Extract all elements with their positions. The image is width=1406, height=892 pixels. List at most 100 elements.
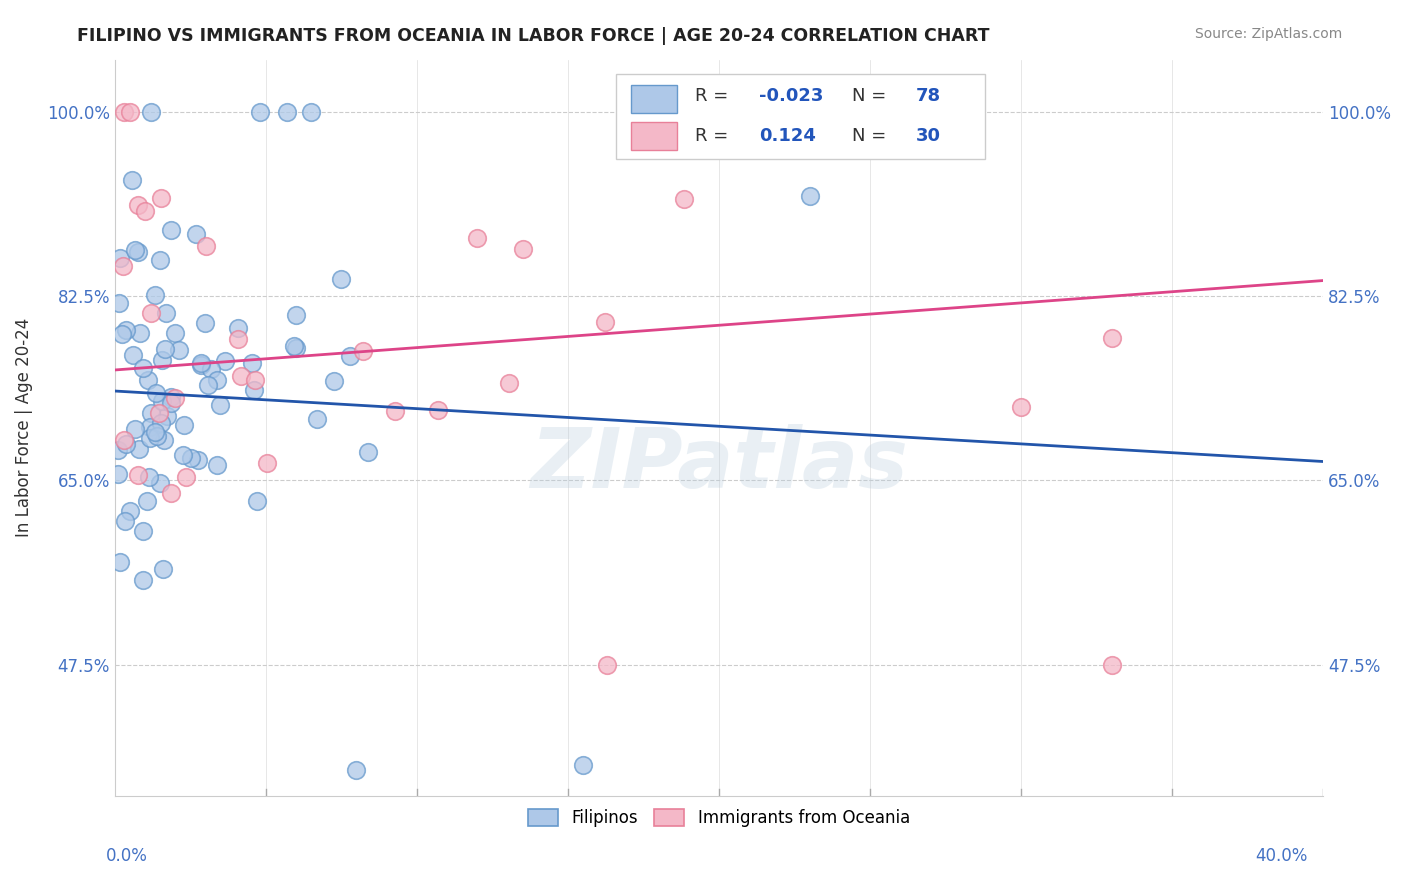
Point <box>194 316 217 330</box>
Point <box>153 342 176 356</box>
Point <box>143 425 166 440</box>
Point <box>498 376 520 390</box>
Point <box>112 434 135 448</box>
Point <box>187 453 209 467</box>
Point <box>593 315 616 329</box>
Point <box>167 343 190 357</box>
Point <box>190 355 212 369</box>
Point <box>159 390 181 404</box>
Text: 40.0%: 40.0% <box>1256 847 1308 865</box>
Text: 0.124: 0.124 <box>759 128 815 145</box>
Point <box>339 349 361 363</box>
Text: FILIPINO VS IMMIGRANTS FROM OCEANIA IN LABOR FORCE | AGE 20-24 CORRELATION CHART: FILIPINO VS IMMIGRANTS FROM OCEANIA IN L… <box>77 27 990 45</box>
Point <box>138 470 160 484</box>
Point <box>174 470 197 484</box>
Point <box>229 369 252 384</box>
Point <box>246 493 269 508</box>
Point <box>190 359 212 373</box>
Point <box>1101 657 1123 672</box>
Point <box>110 251 132 265</box>
Point <box>283 339 305 353</box>
Point <box>284 341 307 355</box>
Point <box>115 437 138 451</box>
Point <box>305 412 328 426</box>
Point <box>1010 400 1032 414</box>
Point <box>159 223 181 237</box>
Point <box>249 105 271 120</box>
Point <box>127 245 149 260</box>
Point <box>135 494 157 508</box>
Point <box>139 406 162 420</box>
Point <box>150 191 173 205</box>
Point <box>357 444 380 458</box>
Point <box>122 348 145 362</box>
Point <box>200 361 222 376</box>
Point <box>114 323 136 337</box>
Point <box>299 105 322 120</box>
Point <box>285 309 308 323</box>
FancyBboxPatch shape <box>631 122 676 150</box>
Point <box>673 193 696 207</box>
Point <box>197 377 219 392</box>
Point <box>108 295 131 310</box>
Point <box>139 306 162 320</box>
Text: ZIPatlas: ZIPatlas <box>530 425 908 505</box>
Point <box>127 198 149 212</box>
Point <box>330 271 353 285</box>
Point <box>205 373 228 387</box>
Point <box>149 253 172 268</box>
Text: 30: 30 <box>915 128 941 145</box>
Point <box>150 416 173 430</box>
Point <box>107 467 129 481</box>
Point <box>214 353 236 368</box>
Point <box>596 657 619 672</box>
Point <box>184 227 207 241</box>
Point <box>150 353 173 368</box>
Point <box>256 456 278 470</box>
Point <box>195 239 218 253</box>
Point <box>172 448 194 462</box>
Point <box>512 242 534 256</box>
FancyBboxPatch shape <box>616 74 984 159</box>
Text: 78: 78 <box>915 87 941 104</box>
Point <box>226 321 249 335</box>
Point <box>163 391 186 405</box>
Point <box>160 486 183 500</box>
Point <box>138 431 160 445</box>
Point <box>114 514 136 528</box>
Text: R =: R = <box>695 87 734 104</box>
Point <box>108 555 131 569</box>
Point <box>131 573 153 587</box>
Text: 0.0%: 0.0% <box>105 847 148 865</box>
Point <box>426 402 449 417</box>
Point <box>134 204 156 219</box>
Point <box>180 450 202 465</box>
Text: -0.023: -0.023 <box>759 87 823 104</box>
Point <box>243 373 266 387</box>
Text: N =: N = <box>852 87 891 104</box>
Point <box>346 763 368 777</box>
Point <box>118 105 141 120</box>
Point <box>139 105 162 120</box>
Point <box>1101 331 1123 345</box>
Point <box>572 757 595 772</box>
Point <box>136 373 159 387</box>
Point <box>322 375 344 389</box>
Point <box>352 343 374 358</box>
Point <box>124 422 146 436</box>
Point <box>148 406 170 420</box>
Point <box>124 243 146 257</box>
Point <box>243 383 266 397</box>
Point <box>799 189 821 203</box>
Legend: Filipinos, Immigrants from Oceania: Filipinos, Immigrants from Oceania <box>519 801 918 836</box>
Point <box>112 105 135 120</box>
Point <box>173 417 195 432</box>
Point <box>107 442 129 457</box>
Point <box>149 475 172 490</box>
Point <box>111 259 134 273</box>
Point <box>465 231 488 245</box>
FancyBboxPatch shape <box>631 86 676 113</box>
Point <box>208 398 231 412</box>
Point <box>240 356 263 370</box>
Point <box>163 326 186 340</box>
